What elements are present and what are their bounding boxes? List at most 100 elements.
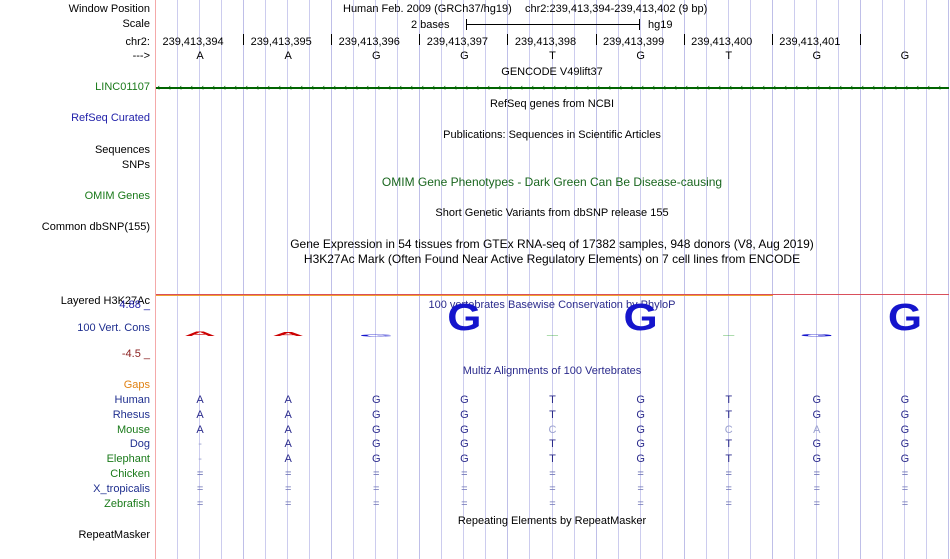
ruler-tick-mark bbox=[419, 34, 421, 45]
gene-direction-arrow-icon: ‹ bbox=[300, 82, 303, 92]
track-title-h3k27ac[interactable]: H3K27Ac Mark (Often Found Near Active Re… bbox=[303, 252, 801, 266]
species-label-zebrafish[interactable]: Zebrafish bbox=[104, 497, 150, 510]
alignment-unaligned-marker: = bbox=[196, 482, 204, 495]
label-common-dbsnp[interactable]: Common dbSNP(155) bbox=[41, 221, 150, 233]
track-title-refseq-ncbi[interactable]: RefSeq genes from NCBI bbox=[489, 98, 615, 110]
alignment-base: A bbox=[196, 423, 204, 436]
alignment-base: G bbox=[636, 408, 645, 421]
alignment-base: = bbox=[901, 468, 909, 480]
alignment-unaligned-marker: = bbox=[549, 497, 556, 510]
alignment-unaligned-marker: = bbox=[461, 482, 468, 495]
label-strand-arrow: ---> bbox=[132, 50, 150, 62]
alignment-unaligned-marker: = bbox=[196, 468, 204, 480]
label-snps[interactable]: SNPs bbox=[121, 159, 150, 171]
gene-direction-arrow-icon: ‹ bbox=[905, 82, 908, 92]
label-scale[interactable]: Scale bbox=[122, 18, 150, 30]
track-title-publications[interactable]: Publications: Sequences in Scientific Ar… bbox=[443, 129, 661, 141]
gene-direction-arrow-icon: ‹ bbox=[212, 82, 215, 92]
reference-base-letter: G bbox=[371, 50, 381, 62]
gene-direction-arrow-icon: ‹ bbox=[278, 82, 281, 92]
ruler-tick-mark bbox=[507, 34, 509, 45]
alignment-base: G bbox=[371, 438, 381, 451]
label-sequences[interactable]: Sequences bbox=[94, 144, 150, 156]
label-cons-min: -4.5 _ bbox=[121, 348, 150, 360]
alignment-base: G bbox=[900, 453, 910, 466]
track-title-phylop[interactable]: 100 vertebrates Basewise Conservation by… bbox=[428, 299, 676, 311]
alignment-base: A bbox=[196, 408, 204, 421]
alignment-base: G bbox=[460, 438, 469, 451]
gene-direction-arrow-icon: ‹ bbox=[872, 82, 875, 92]
label-100-vert-cons[interactable]: 100 Vert. Cons bbox=[77, 322, 150, 334]
gene-direction-arrow-icon: ‹ bbox=[652, 82, 655, 92]
alignment-base: A bbox=[196, 394, 204, 406]
ruler-tick-mark bbox=[771, 34, 773, 45]
label-gaps[interactable]: Gaps bbox=[123, 379, 150, 391]
species-label-mouse[interactable]: Mouse bbox=[116, 423, 150, 436]
track-title-gtex[interactable]: Gene Expression in 54 tissues from GTEx … bbox=[290, 237, 814, 251]
species-label-x_tropicalis[interactable]: X_tropicalis bbox=[93, 482, 150, 495]
alignment-unaligned-marker: = bbox=[461, 497, 468, 510]
label-repeatmasker[interactable]: RepeatMasker bbox=[78, 529, 150, 541]
alignment-base: C bbox=[724, 423, 733, 436]
alignment-base: = bbox=[373, 468, 380, 480]
alignment-base: T bbox=[549, 394, 556, 406]
track-title-gencode[interactable]: GENCODE V49lift37 bbox=[501, 66, 603, 78]
ruler-tick-mark bbox=[243, 34, 245, 45]
gene-direction-arrow-icon: ‹ bbox=[289, 82, 292, 92]
gene-direction-arrow-icon: ‹ bbox=[564, 82, 567, 92]
label-layered-h3k27ac[interactable]: Layered H3K27Ac bbox=[60, 295, 150, 307]
alignment-unaligned-marker: = bbox=[373, 497, 380, 510]
species-label-dog[interactable]: Dog bbox=[129, 438, 150, 451]
alignment-base: G bbox=[900, 394, 910, 406]
alignment-base: A bbox=[284, 394, 292, 406]
conservation-base-glyph: - bbox=[721, 333, 737, 338]
conservation-base-glyph: G bbox=[359, 333, 394, 338]
gene-direction-arrow-icon: ‹ bbox=[674, 82, 677, 92]
species-label-chicken[interactable]: Chicken bbox=[110, 468, 150, 480]
gene-direction-arrow-icon: ‹ bbox=[575, 82, 578, 92]
gene-direction-arrow-icon: ‹ bbox=[762, 82, 765, 92]
reference-base-letter: T bbox=[549, 50, 556, 62]
h3k27ac-baseline-rule bbox=[156, 294, 773, 296]
species-label-rhesus[interactable]: Rhesus bbox=[112, 408, 150, 421]
gene-direction-arrow-icon: ‹ bbox=[608, 82, 611, 92]
ruler-coordinate-label: 239,413,400 bbox=[691, 36, 753, 48]
track-title-dbsnp[interactable]: Short Genetic Variants from dbSNP releas… bbox=[435, 207, 669, 219]
alignment-base: T bbox=[549, 453, 556, 466]
ruler-tick-mark bbox=[331, 34, 333, 45]
alignment-base: G bbox=[371, 423, 381, 436]
label-linc01107[interactable]: LINC01107 bbox=[95, 81, 150, 93]
gene-direction-arrow-icon: ‹ bbox=[366, 82, 369, 92]
ruler-tick-mark bbox=[595, 34, 597, 45]
gene-direction-arrow-icon: ‹ bbox=[509, 82, 512, 92]
alignment-unaligned-marker: = bbox=[284, 497, 292, 510]
alignment-unaligned-marker: = bbox=[813, 497, 821, 510]
alignment-base: = bbox=[725, 468, 732, 480]
gene-direction-arrow-icon: ‹ bbox=[795, 82, 798, 92]
gene-direction-arrow-icon: ‹ bbox=[586, 82, 589, 92]
gene-direction-arrow-icon: ‹ bbox=[234, 82, 237, 92]
label-window-position[interactable]: Window Position bbox=[68, 3, 150, 15]
gene-direction-arrow-icon: ‹ bbox=[685, 82, 688, 92]
track-title-omim[interactable]: OMIM Gene Phenotypes - Dark Green Can Be… bbox=[381, 175, 723, 189]
alignment-unaligned-marker: = bbox=[284, 482, 292, 495]
track-title-repeatmasker[interactable]: Repeating Elements by RepeatMasker bbox=[457, 515, 647, 527]
species-label-elephant[interactable]: Elephant bbox=[106, 453, 150, 466]
alignment-unaligned-marker: = bbox=[637, 482, 644, 495]
species-label-human[interactable]: Human bbox=[114, 394, 150, 406]
alignment-base: T bbox=[725, 394, 733, 406]
alignment-unaligned-marker: = bbox=[813, 468, 821, 480]
alignment-unaligned-marker: = bbox=[725, 482, 732, 495]
gene-direction-arrow-icon: ‹ bbox=[355, 82, 358, 92]
label-refseq-curated[interactable]: RefSeq Curated bbox=[71, 112, 150, 124]
alignment-base: = bbox=[549, 468, 556, 480]
reference-base-letter: G bbox=[900, 50, 910, 62]
gene-direction-arrow-icon: ‹ bbox=[883, 82, 886, 92]
label-omim-genes[interactable]: OMIM Genes bbox=[84, 190, 150, 202]
alignment-unaligned-marker: = bbox=[284, 468, 292, 480]
gene-linc01107-line[interactable]: ‹ ‹ ‹ ‹ ‹ ‹ ‹ ‹ ‹ ‹ ‹ ‹ ‹ ‹ ‹ ‹ ‹ ‹ ‹ ‹ ‹ ‹ ‹ ‹ ‹ ‹ ‹ ‹ ‹ ‹ ‹ ‹ ‹ ‹ ‹ ‹ ‹ ‹ ‹ ‹… bbox=[156, 83, 949, 92]
alignment-base: A bbox=[284, 423, 292, 436]
gene-direction-arrow-icon: ‹ bbox=[520, 82, 523, 92]
track-title-multiz[interactable]: Multiz Alignments of 100 Vertebrates bbox=[462, 365, 642, 377]
